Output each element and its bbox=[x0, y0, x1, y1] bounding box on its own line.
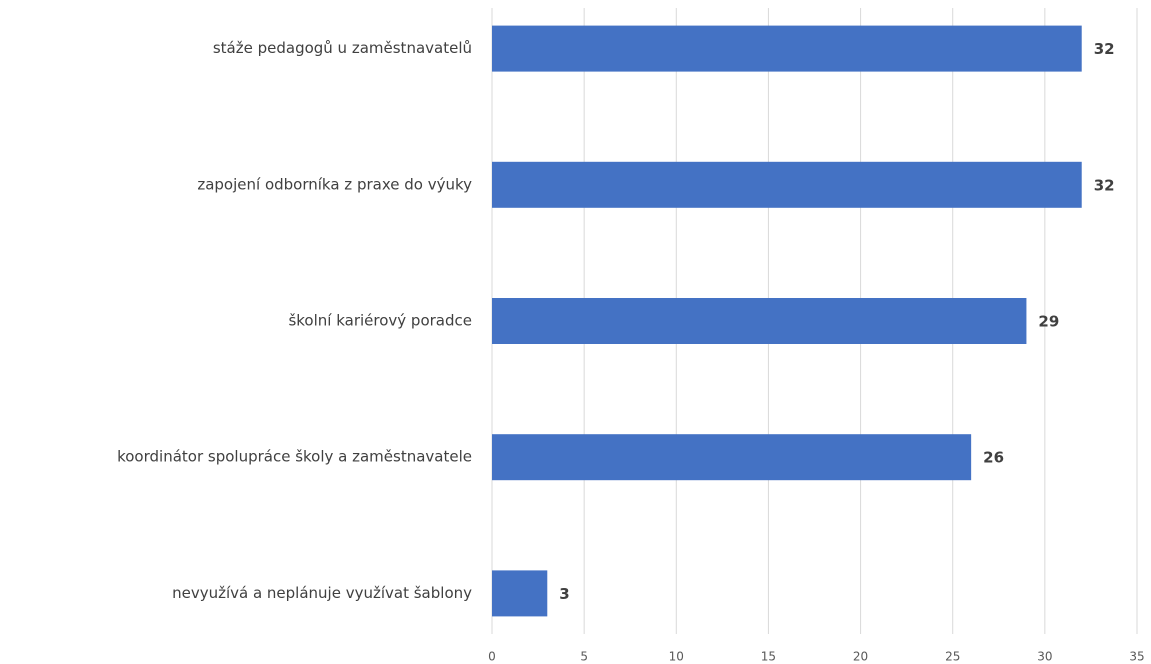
x-tick-label: 15 bbox=[761, 650, 776, 664]
x-tick-label: 0 bbox=[488, 650, 496, 664]
y-tick-label: školní kariérový poradce bbox=[288, 312, 472, 330]
data-label: 29 bbox=[1038, 313, 1059, 331]
x-tick-label: 30 bbox=[1037, 650, 1052, 664]
x-tick-label: 20 bbox=[853, 650, 868, 664]
x-tick-label: 10 bbox=[669, 650, 684, 664]
x-tick-label: 25 bbox=[945, 650, 960, 664]
data-label: 32 bbox=[1094, 40, 1115, 58]
bar bbox=[492, 298, 1027, 344]
x-tick-label: 35 bbox=[1129, 650, 1144, 664]
bar bbox=[492, 434, 972, 481]
bar bbox=[492, 161, 1082, 208]
data-label: 3 bbox=[559, 585, 569, 603]
bar bbox=[492, 25, 1082, 72]
bar bbox=[492, 570, 548, 617]
data-label: 32 bbox=[1094, 176, 1115, 194]
y-tick-label: stáže pedagogů u zaměstnavatelů bbox=[213, 39, 472, 57]
y-tick-label: nevyužívá a neplánuje využívat šablony bbox=[172, 584, 472, 602]
data-label: 26 bbox=[983, 449, 1004, 467]
y-tick-label: koordinátor spolupráce školy a zaměstnav… bbox=[117, 448, 472, 466]
y-tick-label: zapojení odborníka z praxe do výuky bbox=[197, 175, 472, 193]
x-tick-label: 5 bbox=[580, 650, 588, 664]
